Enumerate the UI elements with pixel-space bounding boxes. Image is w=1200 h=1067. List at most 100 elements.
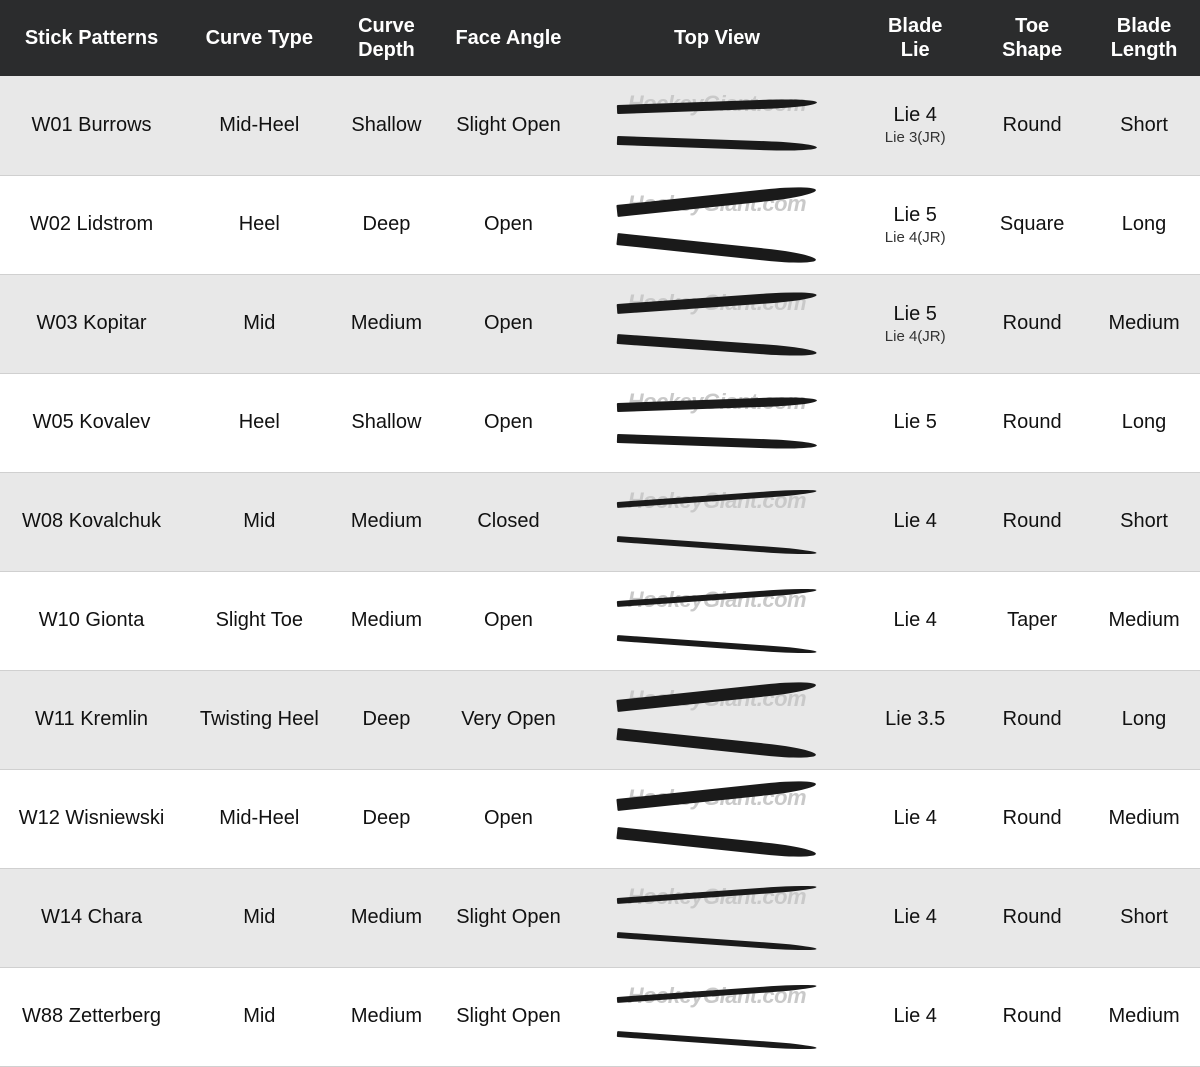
cell-top-view: HockeyGiant.com <box>580 472 855 571</box>
cell-blade-lie: Lie 3.5 <box>854 670 976 769</box>
cell-length: Medium <box>1088 967 1200 1066</box>
cell-curve-type: Mid <box>183 868 336 967</box>
cell-blade-lie: Lie 4 <box>854 571 976 670</box>
cell-pattern: W03 Kopitar <box>0 274 183 373</box>
cell-top-view: HockeyGiant.com <box>580 373 855 472</box>
cell-top-view: HockeyGiant.com <box>580 76 855 175</box>
cell-curve-type: Mid-Heel <box>183 769 336 868</box>
cell-top-view: HockeyGiant.com <box>580 274 855 373</box>
col-header-6: ToeShape <box>976 0 1088 76</box>
cell-curve-type: Heel <box>183 175 336 274</box>
cell-pattern: W08 Kovalchuk <box>0 472 183 571</box>
cell-length: Long <box>1088 373 1200 472</box>
blade-graphic-icon <box>602 296 832 352</box>
cell-depth: Medium <box>336 967 438 1066</box>
cell-pattern: W01 Burrows <box>0 76 183 175</box>
cell-toe: Round <box>976 967 1088 1066</box>
col-header-4: Top View <box>580 0 855 76</box>
cell-blade-lie: Lie 5 <box>854 373 976 472</box>
blade-graphic-icon <box>602 97 832 153</box>
blade-graphic-icon <box>602 197 832 253</box>
lie-main: Lie 3.5 <box>885 708 945 730</box>
cell-curve-type: Heel <box>183 373 336 472</box>
table-body: W01 BurrowsMid-HeelShallowSlight OpenHoc… <box>0 76 1200 1066</box>
cell-depth: Deep <box>336 769 438 868</box>
table-row: W05 KovalevHeelShallowOpenHockeyGiant.co… <box>0 373 1200 472</box>
cell-face: Slight Open <box>437 868 579 967</box>
cell-face: Open <box>437 571 579 670</box>
cell-face: Closed <box>437 472 579 571</box>
cell-length: Short <box>1088 76 1200 175</box>
cell-curve-type: Mid <box>183 472 336 571</box>
cell-blade-lie: Lie 4 <box>854 967 976 1066</box>
blade-graphic-icon <box>602 791 832 847</box>
cell-depth: Deep <box>336 670 438 769</box>
cell-depth: Shallow <box>336 373 438 472</box>
table-row: W01 BurrowsMid-HeelShallowSlight OpenHoc… <box>0 76 1200 175</box>
cell-pattern: W05 Kovalev <box>0 373 183 472</box>
cell-blade-lie: Lie 4Lie 3(JR) <box>854 76 976 175</box>
blade-graphic-icon <box>602 593 832 649</box>
cell-face: Open <box>437 373 579 472</box>
lie-sub: Lie 4(JR) <box>862 328 968 345</box>
table-row: W88 ZetterbergMidMediumSlight OpenHockey… <box>0 967 1200 1066</box>
col-header-7: BladeLength <box>1088 0 1200 76</box>
cell-blade-lie: Lie 4 <box>854 868 976 967</box>
cell-blade-lie: Lie 4 <box>854 769 976 868</box>
table-row: W14 CharaMidMediumSlight OpenHockeyGiant… <box>0 868 1200 967</box>
cell-toe: Round <box>976 76 1088 175</box>
cell-curve-type: Mid <box>183 274 336 373</box>
table-row: W02 LidstromHeelDeepOpenHockeyGiant.comL… <box>0 175 1200 274</box>
lie-main: Lie 4 <box>894 510 937 532</box>
table-row: W03 KopitarMidMediumOpenHockeyGiant.comL… <box>0 274 1200 373</box>
cell-top-view: HockeyGiant.com <box>580 670 855 769</box>
blade-graphic-icon <box>602 890 832 946</box>
table-header-row: Stick PatternsCurve TypeCurveDepthFace A… <box>0 0 1200 76</box>
lie-main: Lie 5 <box>894 411 937 433</box>
cell-face: Open <box>437 769 579 868</box>
col-header-3: Face Angle <box>437 0 579 76</box>
col-header-5: BladeLie <box>854 0 976 76</box>
table-row: W12 WisniewskiMid-HeelDeepOpenHockeyGian… <box>0 769 1200 868</box>
cell-face: Slight Open <box>437 76 579 175</box>
cell-length: Long <box>1088 670 1200 769</box>
cell-pattern: W10 Gionta <box>0 571 183 670</box>
lie-main: Lie 4 <box>894 1005 937 1027</box>
col-header-2: CurveDepth <box>336 0 438 76</box>
cell-blade-lie: Lie 5Lie 4(JR) <box>854 274 976 373</box>
cell-pattern: W11 Kremlin <box>0 670 183 769</box>
cell-toe: Round <box>976 868 1088 967</box>
cell-length: Short <box>1088 868 1200 967</box>
cell-curve-type: Twisting Heel <box>183 670 336 769</box>
blade-graphic-icon <box>602 989 832 1045</box>
cell-depth: Medium <box>336 868 438 967</box>
blade-graphic-icon <box>602 494 832 550</box>
cell-depth: Medium <box>336 472 438 571</box>
cell-top-view: HockeyGiant.com <box>580 175 855 274</box>
cell-face: Very Open <box>437 670 579 769</box>
cell-pattern: W14 Chara <box>0 868 183 967</box>
cell-toe: Square <box>976 175 1088 274</box>
cell-length: Short <box>1088 472 1200 571</box>
lie-main: Lie 4 <box>894 609 937 631</box>
cell-toe: Round <box>976 373 1088 472</box>
lie-sub: Lie 4(JR) <box>862 229 968 246</box>
cell-top-view: HockeyGiant.com <box>580 571 855 670</box>
cell-pattern: W12 Wisniewski <box>0 769 183 868</box>
cell-toe: Round <box>976 472 1088 571</box>
cell-pattern: W88 Zetterberg <box>0 967 183 1066</box>
cell-pattern: W02 Lidstrom <box>0 175 183 274</box>
cell-depth: Medium <box>336 274 438 373</box>
cell-length: Medium <box>1088 769 1200 868</box>
blade-graphic-icon <box>602 395 832 451</box>
cell-toe: Round <box>976 670 1088 769</box>
lie-main: Lie 4 <box>894 104 937 126</box>
cell-length: Long <box>1088 175 1200 274</box>
table-row: W10 GiontaSlight ToeMediumOpenHockeyGian… <box>0 571 1200 670</box>
cell-blade-lie: Lie 5Lie 4(JR) <box>854 175 976 274</box>
cell-curve-type: Slight Toe <box>183 571 336 670</box>
cell-depth: Medium <box>336 571 438 670</box>
cell-curve-type: Mid-Heel <box>183 76 336 175</box>
cell-top-view: HockeyGiant.com <box>580 967 855 1066</box>
lie-main: Lie 4 <box>894 906 937 928</box>
